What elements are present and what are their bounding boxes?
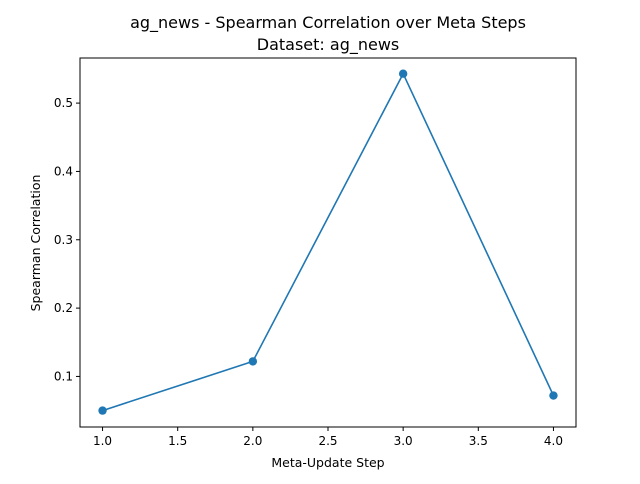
y-tick-label: 0.1 (54, 369, 73, 383)
data-point (549, 391, 558, 400)
data-point (398, 69, 408, 78)
plot-frame (79, 57, 577, 428)
x-tick-label: 1.0 (93, 434, 112, 448)
y-tick-label: 0.2 (54, 301, 73, 315)
x-tick-label: 2.0 (243, 434, 262, 448)
x-axis-label: Meta-Update Step (271, 455, 384, 470)
y-tick-label: 0.3 (54, 233, 73, 247)
data-point (248, 357, 258, 366)
y-tick-label: 0.4 (54, 164, 73, 178)
x-tick-label: 3.0 (394, 434, 413, 448)
plot-area: 1.0 1.5 2.0 2.5 3.0 3.5 4.0 0.1 0.2 0.3 0.4 0.5 (54, 57, 577, 448)
chart-subtitle: Dataset: ag_news (257, 35, 400, 55)
series-line (102, 72, 555, 412)
y-axis-label: Spearman Correlation (28, 175, 43, 312)
chart-title: ag_news - Spearman Correlation over Meta… (130, 13, 526, 33)
x-tick-label: 3.5 (469, 434, 488, 448)
x-tick-label: 4.0 (544, 434, 563, 448)
y-tick-label: 0.5 (54, 96, 73, 110)
x-tick-label: 2.5 (318, 434, 337, 448)
data-point (98, 406, 107, 415)
x-tick-label: 1.5 (168, 434, 187, 448)
